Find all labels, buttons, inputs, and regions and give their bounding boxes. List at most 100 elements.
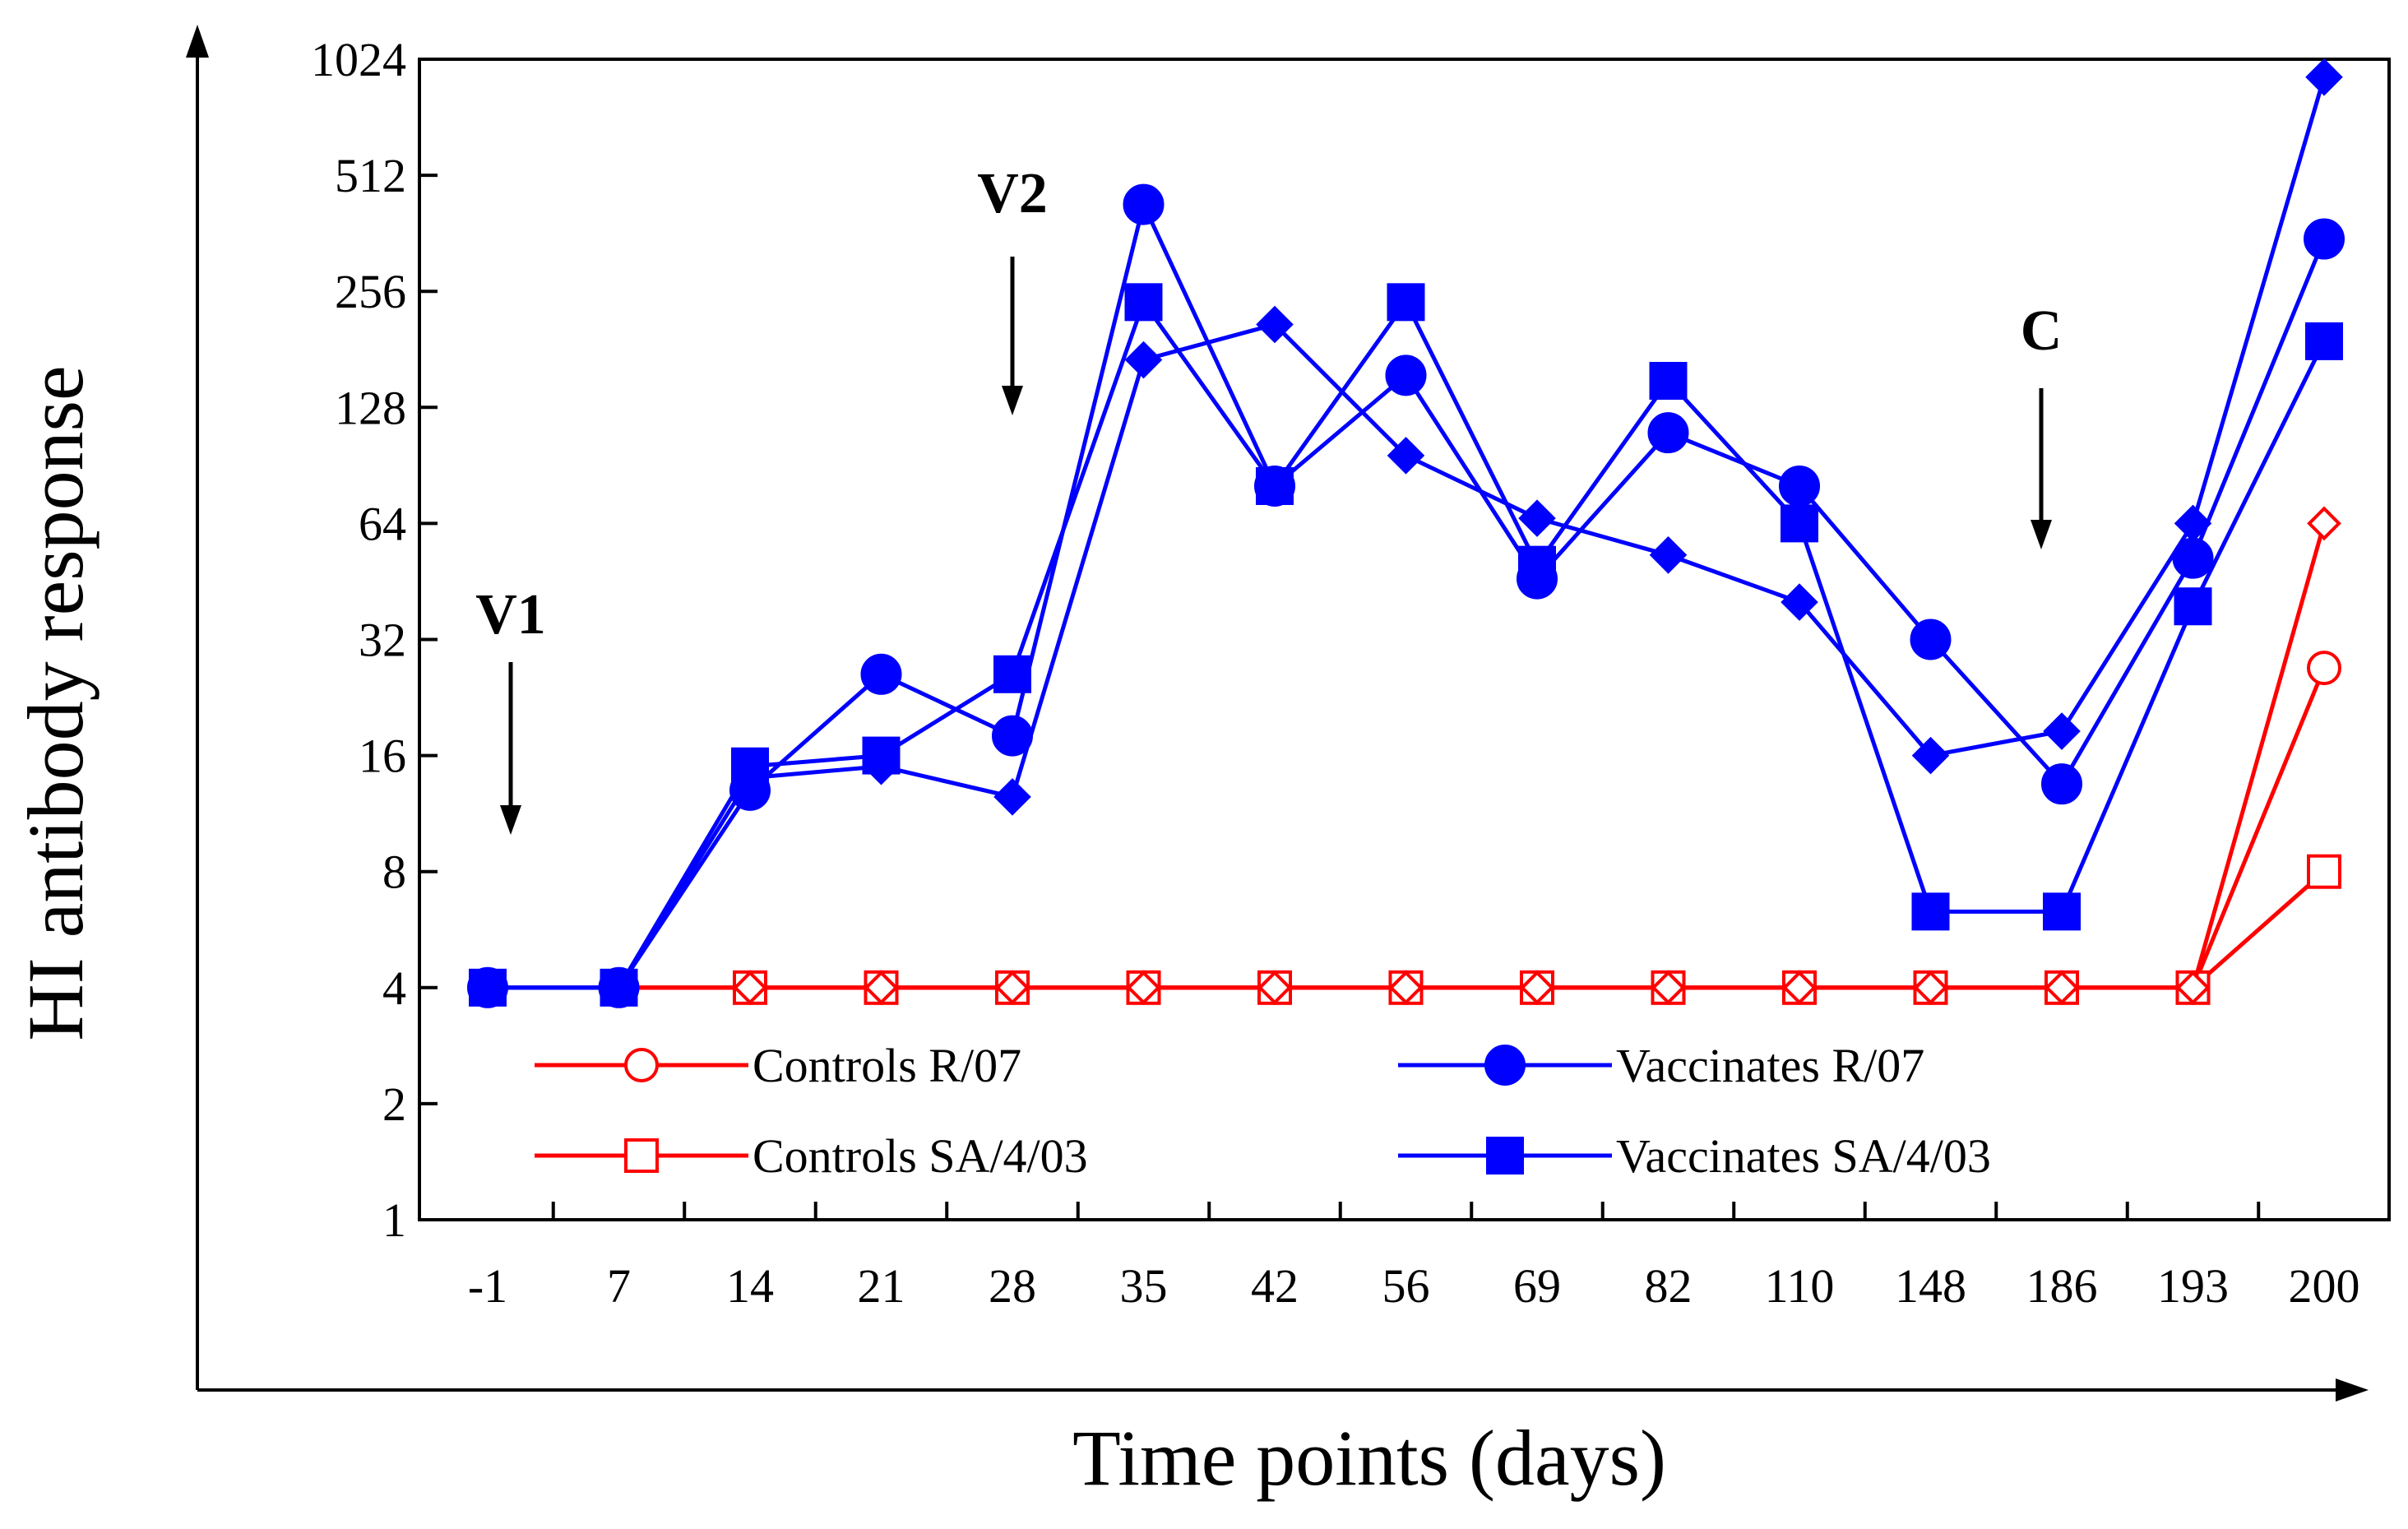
data-point (2307, 506, 2341, 541)
data-point (2043, 892, 2081, 931)
x-tick-label: -1 (468, 1259, 507, 1313)
data-point (1518, 545, 1556, 584)
legend-marker (1484, 1045, 1526, 1086)
x-tick-label: 200 (2289, 1259, 2360, 1313)
data-point (1781, 583, 1818, 621)
y-tick-label: 32 (359, 614, 406, 667)
data-point (1518, 499, 1556, 537)
x-tick-label: 148 (1895, 1259, 1966, 1313)
data-point (2044, 970, 2079, 1005)
data-point (1123, 183, 1165, 225)
data-point (1649, 362, 1688, 401)
legend-item: Vaccinates SA/4/03 (1398, 1129, 1991, 1183)
x-tick-label: 35 (1120, 1259, 1168, 1313)
y-tick-label: 16 (359, 730, 406, 783)
data-point (1913, 970, 1948, 1005)
data-point (2305, 58, 2343, 96)
data-point (2305, 322, 2343, 360)
data-point (1256, 466, 1294, 505)
data-point (2174, 587, 2212, 626)
legend-label: Vaccinates SA/4/03 (1616, 1129, 1991, 1183)
legend-label: Controls R/07 (752, 1039, 1021, 1092)
series-5 (469, 58, 2343, 1007)
x-tick-label: 42 (1251, 1259, 1299, 1313)
data-point (864, 970, 899, 1005)
outer-x-axis-arrowhead (2336, 1378, 2369, 1402)
annotation-v1-label: V1 (475, 583, 546, 646)
data-point (1126, 970, 1161, 1005)
data-point (1911, 736, 1950, 775)
data-point (733, 970, 767, 1005)
outer-axes (186, 25, 2369, 1402)
x-axis-title: Time points (days) (1072, 1414, 1666, 1502)
annotation-v1-arrowhead (500, 805, 521, 835)
outer-y-axis-arrowhead (186, 25, 209, 58)
y-axis-title: HI antibody response (12, 365, 100, 1040)
series-line (618, 522, 2327, 990)
series-2 (601, 506, 2341, 1005)
annotation-v2-arrowhead (1002, 386, 1023, 415)
y-tick-label: 8 (382, 846, 406, 899)
data-point (1385, 354, 1427, 396)
data-point (1910, 619, 1952, 660)
data-point (1781, 504, 1818, 543)
series-line (488, 76, 2327, 990)
data-point (2174, 504, 2212, 543)
x-tick-label: 110 (1765, 1259, 1835, 1313)
legend-label: Vaccinates R/07 (1616, 1039, 1924, 1092)
data-point (993, 778, 1031, 816)
x-tick-label: 7 (607, 1259, 631, 1313)
data-point (1651, 970, 1686, 1005)
data-point (1256, 305, 1294, 344)
plot-frame (418, 58, 2391, 1221)
x-tick-label: 21 (858, 1259, 905, 1313)
y-tick-label: 4 (382, 961, 406, 1015)
data-point (2307, 651, 2341, 686)
legend-item: Vaccinates R/07 (1398, 1039, 1924, 1092)
data-point (2041, 763, 2082, 805)
y-tick-label: 1 (382, 1193, 406, 1247)
legend-marker (624, 1138, 659, 1173)
annotations: V1 V2 C (475, 162, 2062, 835)
y-axis-ticks: 1 2 4 8 16 32 64 128 256 512 1024 (311, 33, 438, 1247)
series-line (618, 667, 2327, 990)
x-axis-ticks: -1 7 14 21 28 35 42 56 69 82 110 148 186 193 200 (468, 1202, 2360, 1313)
x-tick-label: 186 (2026, 1259, 2098, 1313)
plot-frame-rect (418, 58, 2391, 1221)
data-point (2175, 970, 2211, 1005)
data-point (469, 969, 507, 1007)
x-tick-label: 28 (989, 1259, 1036, 1313)
data-point (1520, 970, 1554, 1005)
data-point (2043, 712, 2081, 750)
data-point (1124, 341, 1163, 379)
x-tick-label: 14 (726, 1259, 774, 1313)
data-point (993, 655, 1031, 693)
legend-label: Controls SA/4/03 (752, 1129, 1088, 1183)
data-point (1257, 970, 1292, 1005)
data-point (1388, 970, 1424, 1005)
y-tick-label: 128 (335, 381, 406, 434)
x-tick-label: 56 (1382, 1259, 1430, 1313)
y-tick-label: 2 (382, 1077, 406, 1131)
data-point (731, 759, 769, 797)
data-point (1124, 283, 1163, 322)
data-point (860, 653, 902, 695)
data-point (862, 747, 901, 785)
data-point (2307, 854, 2341, 889)
series-line (488, 299, 2327, 990)
data-point (2304, 218, 2345, 260)
data-point (1387, 283, 1425, 322)
annotation-c-arrowhead (2031, 520, 2052, 549)
x-tick-label: 193 (2157, 1259, 2229, 1313)
data-point (1911, 892, 1950, 931)
y-tick-label: 256 (335, 265, 406, 318)
x-tick-label: 82 (1645, 1259, 1693, 1313)
series-layer (467, 58, 2345, 1008)
legend-item: Controls SA/4/03 (535, 1129, 1088, 1183)
y-tick-label: 512 (335, 149, 406, 202)
annotation-v2-label: V2 (977, 162, 1048, 225)
x-tick-label: 69 (1513, 1259, 1561, 1313)
data-point (1779, 465, 1820, 507)
annotation-c-label: C (2021, 299, 2063, 363)
